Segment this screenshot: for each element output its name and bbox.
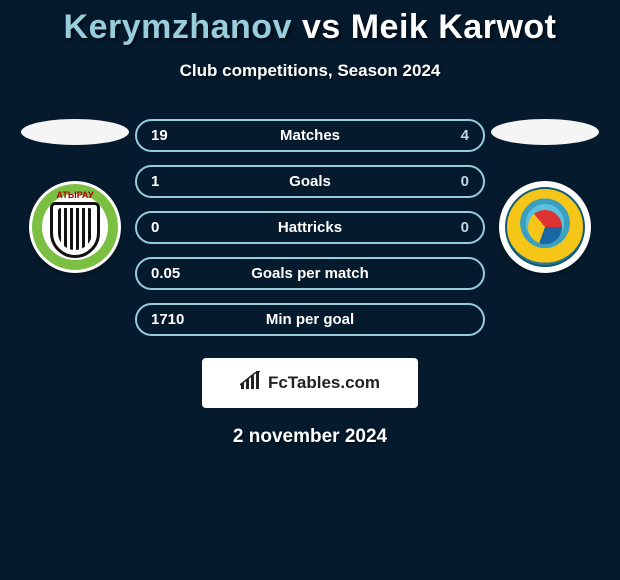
stat-right-value: 4 xyxy=(409,127,469,144)
stat-label: Goals per match xyxy=(211,265,409,282)
page-title: Kerymzhanov vs Meik Karwot xyxy=(64,8,557,47)
brand-logo[interactable]: FcTables.com xyxy=(202,358,418,408)
stat-row-goals: 1 Goals 0 xyxy=(135,165,485,198)
stat-label: Hattricks xyxy=(211,219,409,236)
vs-separator: vs xyxy=(302,8,341,46)
subtitle: Club competitions, Season 2024 xyxy=(180,61,441,81)
stats-list: 19 Matches 4 1 Goals 0 0 Hattricks 0 0.0… xyxy=(135,119,485,336)
stat-row-matches: 19 Matches 4 xyxy=(135,119,485,152)
stat-left-value: 1 xyxy=(151,173,211,190)
stat-label: Min per goal xyxy=(211,311,409,328)
stat-left-value: 19 xyxy=(151,127,211,144)
stat-right-value: 0 xyxy=(409,173,469,190)
stat-row-hattricks: 0 Hattricks 0 xyxy=(135,211,485,244)
snapshot-date: 2 november 2024 xyxy=(233,426,387,448)
stat-right-value: 0 xyxy=(409,219,469,236)
player2-name: Meik Karwot xyxy=(351,8,557,46)
player1-photo-placeholder xyxy=(21,119,129,145)
stat-left-value: 0 xyxy=(151,219,211,236)
stat-left-value: 1710 xyxy=(151,311,211,328)
chart-icon xyxy=(240,371,262,396)
stat-row-mpg: 1710 Min per goal xyxy=(135,303,485,336)
brand-name: FcTables.com xyxy=(268,373,380,393)
stat-label: Matches xyxy=(211,127,409,144)
player1-club-badge: АТЫРАУ xyxy=(29,181,121,273)
player1-name: Kerymzhanov xyxy=(64,8,292,46)
stat-row-gpm: 0.05 Goals per match xyxy=(135,257,485,290)
player2-photo-placeholder xyxy=(491,119,599,145)
player2-club-badge xyxy=(499,181,591,273)
stat-label: Goals xyxy=(211,173,409,190)
stat-left-value: 0.05 xyxy=(151,265,211,282)
